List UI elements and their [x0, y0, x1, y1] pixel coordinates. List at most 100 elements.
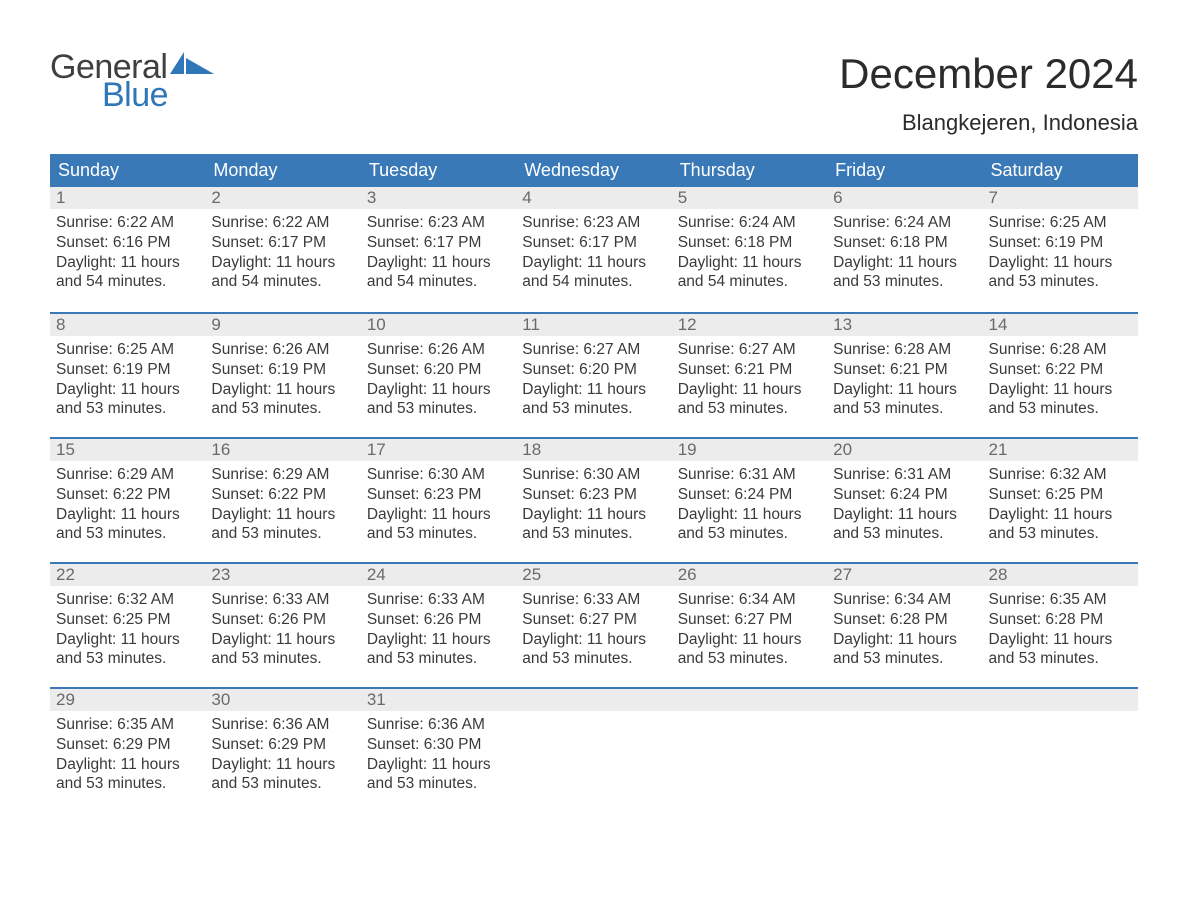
- day-number: 8: [50, 314, 205, 336]
- sunset-line: Sunset: 6:16 PM: [56, 233, 199, 253]
- sunset-line: Sunset: 6:19 PM: [211, 360, 354, 380]
- sunrise-line: Sunrise: 6:36 AM: [211, 715, 354, 735]
- sunset-line: Sunset: 6:17 PM: [211, 233, 354, 253]
- day-number: 24: [361, 564, 516, 586]
- sunset-line: Sunset: 6:17 PM: [522, 233, 665, 253]
- weekday-header: Friday: [827, 154, 982, 187]
- day-number: 30: [205, 689, 360, 711]
- sunrise-line: Sunrise: 6:27 AM: [678, 340, 821, 360]
- daylight-line: Daylight: 11 hours and 53 minutes.: [367, 755, 510, 795]
- day-number: 28: [983, 564, 1138, 586]
- sunrise-line: Sunrise: 6:33 AM: [211, 590, 354, 610]
- day-number: 4: [516, 187, 671, 209]
- day-details: Sunrise: 6:26 AMSunset: 6:20 PMDaylight:…: [361, 336, 516, 431]
- day-cell: 21Sunrise: 6:32 AMSunset: 6:25 PMDayligh…: [983, 439, 1138, 562]
- daylight-line: Daylight: 11 hours and 53 minutes.: [522, 630, 665, 670]
- daylight-line: Daylight: 11 hours and 54 minutes.: [522, 253, 665, 293]
- daylight-line: Daylight: 11 hours and 53 minutes.: [367, 380, 510, 420]
- sunrise-line: Sunrise: 6:23 AM: [522, 213, 665, 233]
- day-cell: 26Sunrise: 6:34 AMSunset: 6:27 PMDayligh…: [672, 564, 827, 687]
- sunset-line: Sunset: 6:21 PM: [833, 360, 976, 380]
- sunset-line: Sunset: 6:22 PM: [211, 485, 354, 505]
- day-details: Sunrise: 6:28 AMSunset: 6:22 PMDaylight:…: [983, 336, 1138, 431]
- day-number: [672, 689, 827, 711]
- sunrise-line: Sunrise: 6:26 AM: [367, 340, 510, 360]
- sunset-line: Sunset: 6:21 PM: [678, 360, 821, 380]
- day-cell: [983, 689, 1138, 812]
- sunrise-line: Sunrise: 6:28 AM: [989, 340, 1132, 360]
- daylight-line: Daylight: 11 hours and 53 minutes.: [522, 505, 665, 545]
- day-number: 17: [361, 439, 516, 461]
- day-number: 26: [672, 564, 827, 586]
- day-number: 2: [205, 187, 360, 209]
- location-text: Blangkejeren, Indonesia: [839, 110, 1138, 136]
- sunset-line: Sunset: 6:17 PM: [367, 233, 510, 253]
- day-details: Sunrise: 6:29 AMSunset: 6:22 PMDaylight:…: [205, 461, 360, 556]
- day-details: Sunrise: 6:34 AMSunset: 6:28 PMDaylight:…: [827, 586, 982, 681]
- daylight-line: Daylight: 11 hours and 53 minutes.: [678, 505, 821, 545]
- day-number: 19: [672, 439, 827, 461]
- day-cell: [827, 689, 982, 812]
- day-number: [827, 689, 982, 711]
- day-details: Sunrise: 6:34 AMSunset: 6:27 PMDaylight:…: [672, 586, 827, 681]
- day-details: Sunrise: 6:32 AMSunset: 6:25 PMDaylight:…: [983, 461, 1138, 556]
- day-number: 27: [827, 564, 982, 586]
- sunset-line: Sunset: 6:24 PM: [833, 485, 976, 505]
- sunrise-line: Sunrise: 6:34 AM: [678, 590, 821, 610]
- daylight-line: Daylight: 11 hours and 53 minutes.: [56, 630, 199, 670]
- daylight-line: Daylight: 11 hours and 54 minutes.: [678, 253, 821, 293]
- daylight-line: Daylight: 11 hours and 53 minutes.: [989, 505, 1132, 545]
- day-details: Sunrise: 6:35 AMSunset: 6:28 PMDaylight:…: [983, 586, 1138, 681]
- day-details: Sunrise: 6:31 AMSunset: 6:24 PMDaylight:…: [672, 461, 827, 556]
- day-cell: 24Sunrise: 6:33 AMSunset: 6:26 PMDayligh…: [361, 564, 516, 687]
- day-details: Sunrise: 6:22 AMSunset: 6:17 PMDaylight:…: [205, 209, 360, 304]
- day-cell: 15Sunrise: 6:29 AMSunset: 6:22 PMDayligh…: [50, 439, 205, 562]
- day-details: Sunrise: 6:26 AMSunset: 6:19 PMDaylight:…: [205, 336, 360, 431]
- weekday-header-row: SundayMondayTuesdayWednesdayThursdayFrid…: [50, 154, 1138, 187]
- day-number: 9: [205, 314, 360, 336]
- sunset-line: Sunset: 6:25 PM: [989, 485, 1132, 505]
- sunrise-line: Sunrise: 6:27 AM: [522, 340, 665, 360]
- sunset-line: Sunset: 6:22 PM: [56, 485, 199, 505]
- weekday-header: Saturday: [983, 154, 1138, 187]
- day-number: 22: [50, 564, 205, 586]
- sunrise-line: Sunrise: 6:31 AM: [678, 465, 821, 485]
- day-details: Sunrise: 6:24 AMSunset: 6:18 PMDaylight:…: [827, 209, 982, 304]
- calendar: SundayMondayTuesdayWednesdayThursdayFrid…: [50, 154, 1138, 812]
- daylight-line: Daylight: 11 hours and 53 minutes.: [989, 253, 1132, 293]
- sunrise-line: Sunrise: 6:26 AM: [211, 340, 354, 360]
- week-row: 22Sunrise: 6:32 AMSunset: 6:25 PMDayligh…: [50, 562, 1138, 687]
- sunset-line: Sunset: 6:18 PM: [833, 233, 976, 253]
- daylight-line: Daylight: 11 hours and 54 minutes.: [367, 253, 510, 293]
- daylight-line: Daylight: 11 hours and 53 minutes.: [367, 630, 510, 670]
- daylight-line: Daylight: 11 hours and 53 minutes.: [678, 380, 821, 420]
- sunset-line: Sunset: 6:29 PM: [56, 735, 199, 755]
- weekday-header: Thursday: [672, 154, 827, 187]
- sunrise-line: Sunrise: 6:35 AM: [989, 590, 1132, 610]
- daylight-line: Daylight: 11 hours and 53 minutes.: [833, 630, 976, 670]
- day-cell: 28Sunrise: 6:35 AMSunset: 6:28 PMDayligh…: [983, 564, 1138, 687]
- sunset-line: Sunset: 6:19 PM: [56, 360, 199, 380]
- sunrise-line: Sunrise: 6:34 AM: [833, 590, 976, 610]
- day-cell: 5Sunrise: 6:24 AMSunset: 6:18 PMDaylight…: [672, 187, 827, 312]
- day-details: Sunrise: 6:32 AMSunset: 6:25 PMDaylight:…: [50, 586, 205, 681]
- daylight-line: Daylight: 11 hours and 54 minutes.: [211, 253, 354, 293]
- sunset-line: Sunset: 6:26 PM: [211, 610, 354, 630]
- day-cell: 23Sunrise: 6:33 AMSunset: 6:26 PMDayligh…: [205, 564, 360, 687]
- weekday-header: Tuesday: [361, 154, 516, 187]
- daylight-line: Daylight: 11 hours and 53 minutes.: [833, 253, 976, 293]
- daylight-line: Daylight: 11 hours and 53 minutes.: [989, 380, 1132, 420]
- day-cell: 29Sunrise: 6:35 AMSunset: 6:29 PMDayligh…: [50, 689, 205, 812]
- day-cell: 18Sunrise: 6:30 AMSunset: 6:23 PMDayligh…: [516, 439, 671, 562]
- day-cell: 31Sunrise: 6:36 AMSunset: 6:30 PMDayligh…: [361, 689, 516, 812]
- day-details: Sunrise: 6:28 AMSunset: 6:21 PMDaylight:…: [827, 336, 982, 431]
- day-number: 29: [50, 689, 205, 711]
- day-cell: 14Sunrise: 6:28 AMSunset: 6:22 PMDayligh…: [983, 314, 1138, 437]
- daylight-line: Daylight: 11 hours and 53 minutes.: [56, 380, 199, 420]
- day-number: 15: [50, 439, 205, 461]
- daylight-line: Daylight: 11 hours and 53 minutes.: [211, 755, 354, 795]
- sunrise-line: Sunrise: 6:36 AM: [367, 715, 510, 735]
- sunrise-line: Sunrise: 6:22 AM: [56, 213, 199, 233]
- sunset-line: Sunset: 6:30 PM: [367, 735, 510, 755]
- daylight-line: Daylight: 11 hours and 53 minutes.: [367, 505, 510, 545]
